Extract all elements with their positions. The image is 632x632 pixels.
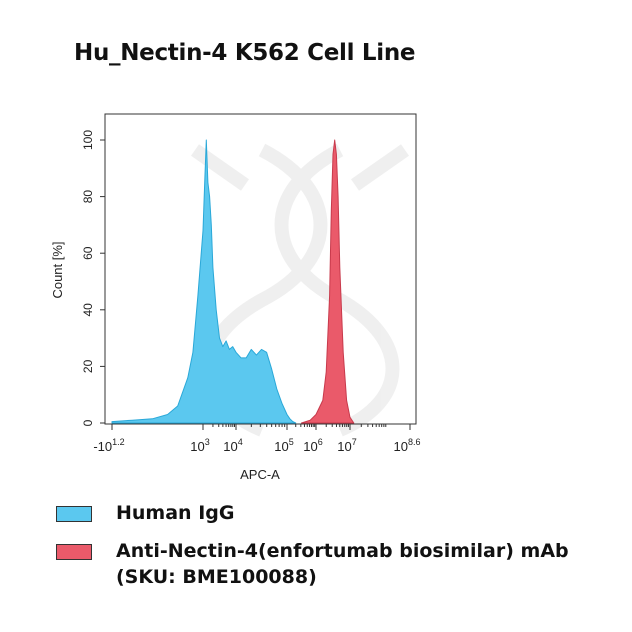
legend-item-human-igg: Human IgG	[56, 500, 586, 526]
x-tick-label: 107	[337, 437, 356, 454]
x-tick-label: 104	[223, 437, 242, 454]
legend-label-anti-nectin-4: Anti-Nectin-4(enfortumab biosimilar) mAb…	[116, 540, 569, 588]
series-anti-nectin-4-area	[301, 139, 355, 424]
legend: Human IgG Anti-Nectin-4(enfortumab biosi…	[56, 500, 586, 602]
x-tick-label: 108.6	[394, 437, 421, 454]
x-tick-label: 105	[274, 437, 293, 454]
y-axis-ticks: 0 20 40 60 80 100	[81, 130, 105, 426]
chart-title: Hu_Nectin-4 K562 Cell Line	[74, 40, 416, 66]
y-tick-label: 40	[81, 303, 95, 317]
y-tick-label: 60	[81, 246, 95, 260]
y-tick-label: 100	[81, 130, 95, 150]
legend-swatch-human-igg	[56, 506, 92, 522]
legend-label-human-igg: Human IgG	[116, 502, 235, 524]
legend-swatch-anti-nectin-4	[56, 544, 92, 560]
x-tick-label: 103	[190, 437, 209, 454]
x-tick-label: -101.2	[93, 437, 124, 454]
x-tick-label: 106	[303, 437, 322, 454]
x-axis-label: APC-A	[240, 467, 280, 480]
plot-frame	[104, 113, 417, 425]
y-tick-label: 20	[81, 359, 95, 373]
legend-item-anti-nectin-4: Anti-Nectin-4(enfortumab biosimilar) mAb…	[56, 538, 586, 590]
y-tick-label: 80	[81, 190, 95, 204]
y-axis-label: Count [%]	[50, 241, 65, 298]
y-tick-label: 0	[81, 419, 95, 426]
x-axis-ticks: -101.2 103 104 105 106 107 108.6	[93, 424, 420, 454]
series-human-igg-area	[111, 139, 297, 424]
